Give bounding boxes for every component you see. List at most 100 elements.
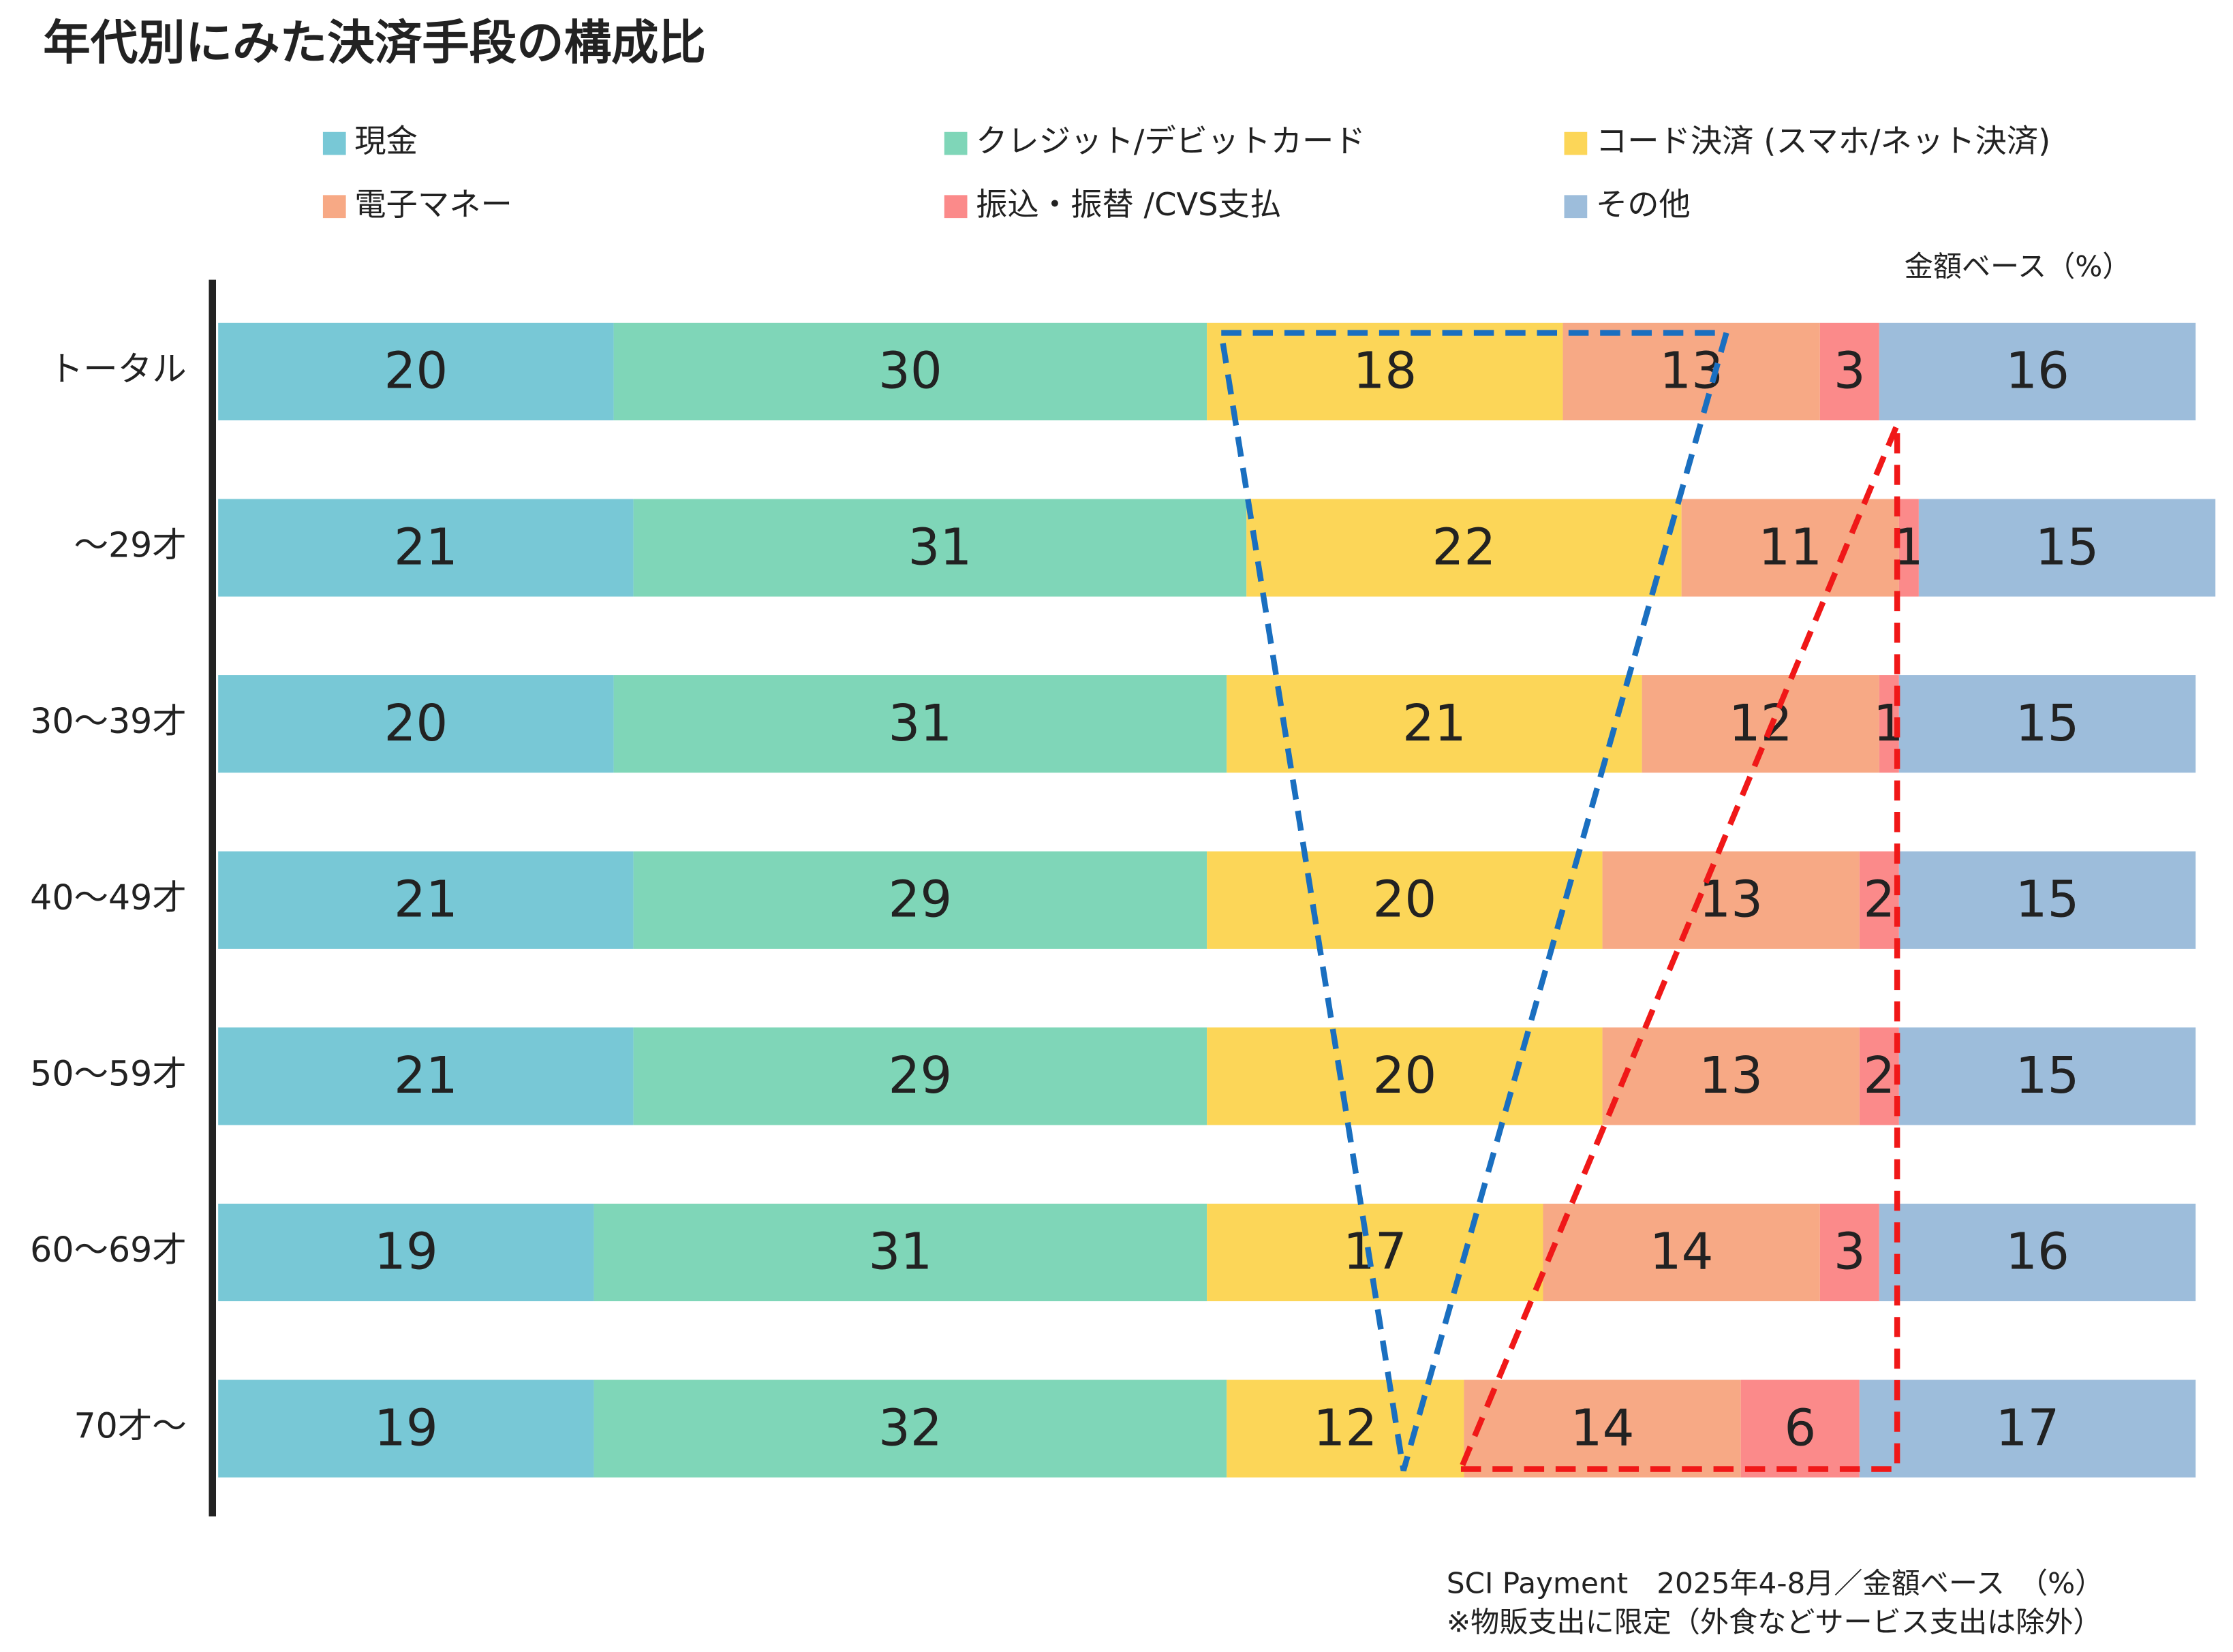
data-label: 20 <box>1372 1047 1436 1105</box>
y-tick-label: 40～49才 <box>30 877 187 918</box>
bar-segment <box>1562 322 1820 421</box>
bar-segment <box>218 322 614 421</box>
bar-segment <box>1681 499 1899 597</box>
legend-swatch <box>1564 195 1588 219</box>
data-label: 21 <box>394 1047 458 1105</box>
bar-segment <box>613 322 1207 421</box>
data-label: 30 <box>878 343 942 401</box>
legend-swatch <box>1564 131 1588 155</box>
legend-label: クレジット/デビットカード <box>976 123 1366 159</box>
bar-segment <box>594 1380 1227 1478</box>
data-label: 21 <box>394 871 458 929</box>
data-label: 19 <box>374 1399 438 1457</box>
bar-segment <box>1819 1203 1879 1302</box>
data-label: 14 <box>1650 1224 1714 1281</box>
legend-swatch <box>944 195 968 219</box>
bar-segment <box>633 499 1247 597</box>
bar-segment <box>1819 322 1879 421</box>
y-tick-label: 50～59才 <box>30 1053 187 1093</box>
legend-label: 現金 <box>354 123 418 159</box>
bar-segment <box>1740 1380 1860 1478</box>
bar-segment <box>1207 1027 1603 1125</box>
data-label: 15 <box>2035 518 2099 576</box>
data-label: 11 <box>1758 518 1822 576</box>
data-label: 17 <box>1343 1224 1407 1281</box>
bar-segment <box>1246 499 1682 597</box>
legend-label: 振込・振替 /CVS支払 <box>976 186 1281 223</box>
bar-segment <box>1602 1027 1860 1125</box>
bar-segment <box>1898 1027 2196 1125</box>
legend-label: 電子マネー <box>354 186 512 223</box>
data-label: 15 <box>2016 1047 2080 1105</box>
bar-segment <box>1898 499 1919 597</box>
bar-segment <box>1879 1203 2196 1302</box>
data-label: 17 <box>1996 1399 2060 1457</box>
bar-segment <box>613 675 1227 773</box>
footnote: SCI Payment 2025年4-8月／金額ベース （%） <box>1447 1567 2104 1600</box>
bar-segment <box>1918 499 2216 597</box>
legend-swatch <box>322 131 346 155</box>
data-label: 29 <box>889 871 953 929</box>
bar-segment <box>1602 851 1860 949</box>
legend-swatch <box>944 131 968 155</box>
bar-segment <box>1879 322 2196 421</box>
unit-note: 金額ベース（%） <box>1905 249 2131 283</box>
y-tick-label: ～29才 <box>74 525 186 565</box>
y-tick-label: 60～69才 <box>30 1230 187 1270</box>
data-label: 3 <box>1834 343 1866 401</box>
bar-segment <box>1859 851 1899 949</box>
data-label: 29 <box>889 1047 953 1105</box>
y-tick-label: 30～39才 <box>30 701 187 741</box>
data-label: 13 <box>1699 1047 1763 1105</box>
data-label: 6 <box>1784 1399 1816 1457</box>
data-label: 2 <box>1863 1047 1895 1105</box>
chart-title: 年代別にみた決済手段の構成比 <box>43 15 706 70</box>
bar-segment <box>633 1027 1207 1125</box>
highlight-triangle <box>1218 330 1731 1471</box>
data-label: 32 <box>878 1399 942 1457</box>
data-label: 20 <box>384 695 448 753</box>
data-label: 22 <box>1432 518 1496 576</box>
data-label: 20 <box>384 343 448 401</box>
bar-segment <box>1898 851 2196 949</box>
bar-segment <box>218 499 634 597</box>
bar-segment <box>218 1203 594 1302</box>
bar-segment <box>218 851 634 949</box>
bar-segment <box>594 1203 1207 1302</box>
legend-label: その他 <box>1596 186 1691 223</box>
data-label: 21 <box>1402 695 1466 753</box>
bar-segment <box>633 851 1207 949</box>
data-label: 2 <box>1863 871 1895 929</box>
legend-swatch <box>322 195 346 219</box>
bar-segment <box>218 1380 594 1478</box>
footnote: ※物販支出に限定（外食などサービス支出は除外） <box>1447 1605 2102 1638</box>
data-label: 16 <box>2005 1224 2069 1281</box>
y-tick-label: 70才～ <box>74 1406 186 1446</box>
data-label: 31 <box>908 518 972 576</box>
bar-segment <box>1207 851 1603 949</box>
bar-segment <box>1898 675 2196 773</box>
bar-segment <box>218 1027 634 1125</box>
bar-segment <box>1464 1380 1741 1478</box>
data-label: 3 <box>1834 1224 1866 1281</box>
data-label: 14 <box>1571 1399 1635 1457</box>
legend-label: コード決済 (スマホ/ネット決済) <box>1596 123 2050 159</box>
bar-segment <box>218 675 614 773</box>
bar-segment <box>1543 1203 1820 1302</box>
y-tick-label: トータル <box>49 349 187 389</box>
data-label: 16 <box>2005 343 2069 401</box>
data-label: 19 <box>374 1224 438 1281</box>
data-label: 12 <box>1313 1399 1377 1457</box>
bar-segment <box>1859 1027 1899 1125</box>
highlight-triangle <box>1456 423 1900 1472</box>
bar-segment <box>1859 1380 2196 1478</box>
data-label: 31 <box>889 695 953 753</box>
bar-segment <box>1207 322 1563 421</box>
data-label: 31 <box>868 1224 932 1281</box>
data-label: 20 <box>1372 871 1436 929</box>
data-label: 15 <box>2016 695 2080 753</box>
data-label: 18 <box>1353 343 1417 401</box>
data-label: 21 <box>394 518 458 576</box>
data-label: 15 <box>2016 871 2080 929</box>
